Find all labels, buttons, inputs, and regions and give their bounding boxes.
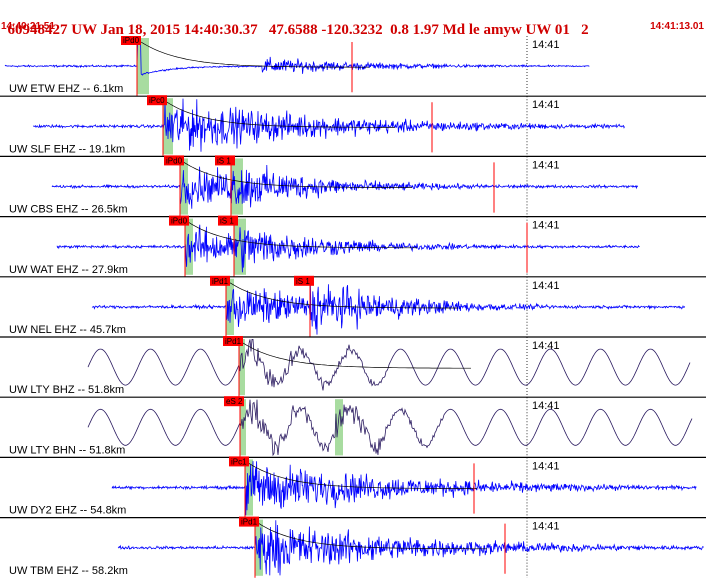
pick-label: iPd1 (241, 518, 258, 527)
waveform (4, 43, 590, 76)
pick-label: iPd0 (123, 36, 140, 45)
pick-flag (164, 155, 184, 166)
trace-panel: 14:41 iPc1 UW DY2 EHZ -- 54.8km (0, 456, 706, 518)
pick-label: iPd1 (212, 277, 229, 286)
s-pick-window (231, 158, 243, 215)
coda-curve (140, 41, 369, 68)
coda-curve (229, 282, 458, 309)
pick-flag (215, 155, 235, 166)
trace-panel: 14:41 iPd0 UW ETW EHZ -- 6.1km (4, 36, 590, 97)
pick-flag (239, 516, 259, 527)
start-time: 14:40:21.51 (1, 21, 55, 32)
station-label: UW SLF EHZ -- 19.1km (9, 143, 125, 155)
pick-flag (224, 396, 244, 407)
trace-panel: 14:41 iPd0 iS 1 UW CBS EHZ -- 26.5km (0, 155, 706, 217)
time-tick-label: 14:41 (532, 521, 560, 533)
event-title: 60948427 UW Jan 18, 2015 14:40:30.37 47.… (7, 22, 589, 38)
station-label: UW LTY BHN -- 51.8km (9, 444, 125, 456)
p-pick-window (137, 38, 149, 95)
pick-label: iPd1 (225, 337, 242, 346)
p-pick-window (239, 339, 245, 396)
seismogram-plot: 14:41 iPd0 UW ETW EHZ -- 6.1km 14:41 iPc0 UW … (0, 36, 706, 578)
station-label: UW NEL EHZ -- 45.7km (9, 324, 126, 336)
time-tick-label: 14:41 (532, 280, 560, 292)
pick-flag (223, 336, 243, 346)
pick-flag (218, 215, 238, 226)
trace-panel: 14:41 iPd1 UW LTY BHZ -- 51.8km (0, 336, 706, 398)
trace-panel: 14:41 iPd0 iS 1 UW WAT EHZ -- 27.9km (0, 215, 706, 277)
waveform (117, 520, 704, 576)
trace-panel: 14:41 eS 2 UW LTY BHN -- 51.8km (0, 396, 706, 458)
time-tick-label: 14:41 (532, 39, 560, 51)
waveform (111, 461, 697, 516)
pick-flag (147, 95, 167, 106)
waveform (56, 224, 640, 273)
time-tick-label: 14:41 (532, 159, 560, 171)
station-label: UW WAT EHZ -- 27.9km (9, 264, 128, 276)
coda-curve (166, 101, 395, 128)
waveform (87, 399, 693, 457)
time-tick-label: 14:41 (532, 460, 560, 472)
record-header: 60948427 UW Jan 18, 2015 14:40:30.37 47.… (0, 0, 706, 38)
pick-label: iPd0 (171, 217, 188, 226)
s-pick-window (335, 399, 343, 456)
trace-panel: 14:41 iPc0 UW SLF EHZ -- 19.1km (0, 95, 706, 157)
pick-flag (294, 275, 314, 286)
station-label: UW ETW EHZ -- 6.1km (9, 83, 123, 95)
pick-flag (121, 36, 141, 45)
pick-label: iPc1 (231, 457, 247, 466)
trace-panel: 14:41 iPd1 UW TBM EHZ -- 58.2km (0, 516, 706, 578)
coda-curve (258, 523, 487, 550)
coda-curve (183, 162, 412, 188)
station-label: UW TBM EHZ -- 58.2km (9, 565, 128, 577)
time-tick-label: 14:41 (532, 99, 560, 111)
time-tick-label: 14:41 (532, 220, 560, 232)
coda-curve (248, 463, 477, 489)
pick-label: eS 2 (226, 397, 243, 406)
pick-flag (229, 456, 249, 467)
station-label: UW LTY BHZ -- 51.8km (9, 384, 124, 396)
waveform (91, 281, 686, 335)
coda-curve (242, 342, 471, 369)
trace-panel: 14:41 iPd1 iS 1 UW NEL EHZ -- 45.7km (0, 275, 706, 337)
waveform (32, 98, 625, 152)
station-label: UW DY2 EHZ -- 54.8km (9, 505, 126, 517)
p-pick-window (226, 278, 234, 335)
time-tick-label: 14:41 (532, 400, 560, 412)
pick-label: iPc0 (149, 96, 165, 105)
time-tick-label: 14:41 (532, 340, 560, 352)
waveform (87, 339, 691, 391)
coda-curve (188, 222, 417, 249)
pick-label: iS 1 (220, 217, 234, 226)
pick-label: iS 1 (217, 156, 231, 165)
pick-label: iS 1 (296, 277, 310, 286)
pick-label: iPd0 (166, 156, 183, 165)
pick-flag (169, 215, 189, 226)
station-label: UW CBS EHZ -- 26.5km (9, 204, 128, 216)
pick-flag (210, 275, 230, 286)
end-time: 14:41:13.01 (650, 21, 704, 32)
